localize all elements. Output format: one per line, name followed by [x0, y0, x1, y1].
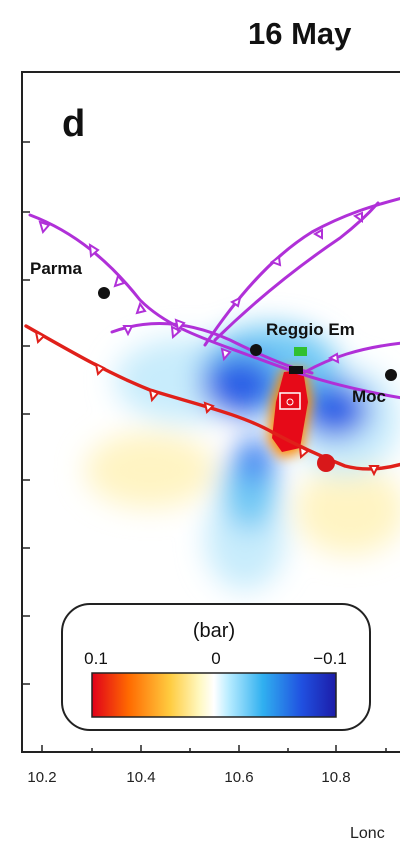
- x-tick-label: 10.2: [27, 769, 56, 786]
- colorbar-max-label: −0.1: [313, 649, 347, 668]
- city-label-modena: Moc: [352, 387, 386, 406]
- colorbar-mid-label: 0: [211, 649, 220, 668]
- city-label-reggio-emilia: Reggio Em: [266, 320, 355, 339]
- purple-thrust-fault-inner: [110, 322, 314, 375]
- thrust-teeth-icon: [34, 211, 380, 477]
- reggio-city-dot-icon: [250, 344, 262, 356]
- epicenter-marker-icon: [317, 454, 335, 472]
- colorbar-legend: (bar) 0.1 0 −0.1: [61, 603, 371, 731]
- purple-thrust-fault-east: [303, 341, 400, 374]
- colorbar-unit: (bar): [193, 620, 235, 642]
- x-axis-ticks: 10.2 10.4 10.6 10.8: [27, 769, 350, 786]
- event-marker-icon: [289, 366, 303, 374]
- x-tick-label: 10.6: [224, 769, 253, 786]
- figure-date-title: 16 May: [248, 16, 352, 51]
- purple-thrust-fault-north: [213, 201, 380, 342]
- x-tick-label: 10.4: [126, 769, 155, 786]
- parma-city-dot-icon: [98, 287, 110, 299]
- colorbar-min-label: 0.1: [84, 649, 108, 668]
- aftershock-marker-icon: [294, 347, 307, 356]
- modena-city-dot-icon: [385, 369, 397, 381]
- x-axis-label: Lonc: [350, 825, 385, 842]
- map-frame: [21, 71, 400, 753]
- x-tick-label: 10.8: [321, 769, 350, 786]
- city-label-parma: Parma: [30, 259, 83, 278]
- purple-thrust-fault-arc: [203, 196, 400, 347]
- stress-field: [85, 325, 400, 590]
- panel-letter: d: [62, 103, 85, 145]
- colorbar-gradient: [91, 672, 337, 718]
